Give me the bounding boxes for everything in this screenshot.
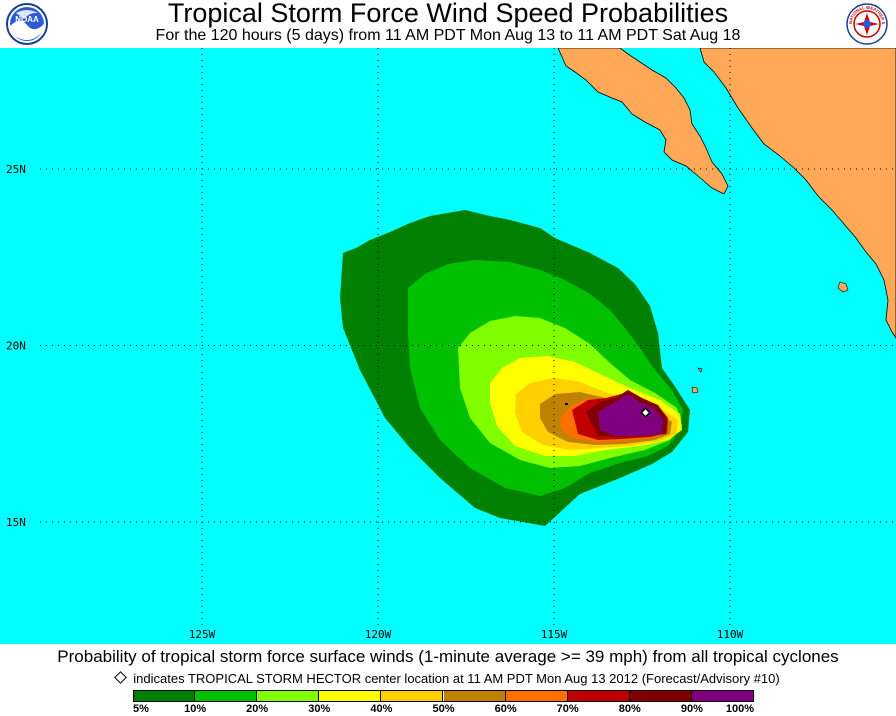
scale-segment: [319, 690, 382, 702]
page-subtitle: For the 120 hours (5 days) from 11 AM PD…: [155, 27, 741, 44]
header: Tropical Storm Force Wind Speed Probabil…: [0, 0, 896, 48]
footer: Probability of tropical storm force surf…: [0, 644, 896, 716]
scale-label: 20%: [246, 703, 269, 715]
latitude-label: 20N: [6, 340, 26, 353]
scale-label: 80%: [618, 703, 641, 715]
probability-color-scale-outline: [133, 690, 754, 702]
probability-map: 25N 20N 15N 125W 120W 115W 110W: [0, 48, 896, 644]
scale-segment: [195, 690, 258, 702]
scale-label: 100%: [725, 703, 754, 715]
scale-label: 90%: [680, 703, 703, 715]
graticule: [40, 48, 896, 626]
diamond-icon: [114, 671, 128, 684]
scale-segment: [381, 690, 444, 702]
storm-center-note: indicates TROPICAL STORM HECTOR center l…: [0, 670, 896, 688]
scale-segment: [443, 690, 506, 702]
graticule-labels: 25N 20N 15N 125W 120W 115W 110W: [6, 163, 744, 641]
scale-segment: [567, 690, 630, 702]
scale-segment: [505, 690, 568, 702]
scale-segment: [133, 690, 196, 702]
storm-center-diamond-icon: [640, 407, 651, 418]
island: [691, 386, 699, 394]
noaa-logo-text: NOAA: [15, 15, 39, 24]
baja-california-land: [557, 48, 729, 195]
longitude-label: 110W: [717, 628, 744, 641]
island: [697, 367, 703, 373]
scale-label: 10%: [184, 703, 207, 715]
scale-segment: [629, 690, 692, 702]
map-description: Probability of tropical storm force surf…: [57, 647, 839, 666]
scale-label: 50%: [432, 703, 455, 715]
noaa-logo-icon: NOAA: [6, 3, 48, 45]
latitude-label: 25N: [6, 163, 26, 176]
probability-speck: [565, 403, 568, 405]
national-weather-service-logo-icon: NATIONAL WEATHER SERVICE: [846, 3, 888, 45]
scale-label: 60%: [494, 703, 517, 715]
longitude-label: 115W: [541, 628, 568, 641]
longitude-label: 120W: [365, 628, 392, 641]
scale-label: 70%: [556, 703, 579, 715]
island: [837, 281, 849, 293]
scale-label: 30%: [308, 703, 331, 715]
probability-color-scale: [133, 690, 754, 702]
page-title: Tropical Storm Force Wind Speed Probabil…: [167, 0, 729, 28]
mainland-mexico-land: [699, 48, 896, 339]
latitude-label: 15N: [6, 516, 26, 529]
scale-label: 40%: [370, 703, 393, 715]
longitude-label: 125W: [189, 628, 216, 641]
probability-band-90-100: [598, 394, 663, 436]
scale-label: 5%: [133, 703, 149, 715]
storm-center-note-text: indicates TROPICAL STORM HECTOR center l…: [133, 671, 780, 686]
scale-segment: [257, 690, 320, 702]
